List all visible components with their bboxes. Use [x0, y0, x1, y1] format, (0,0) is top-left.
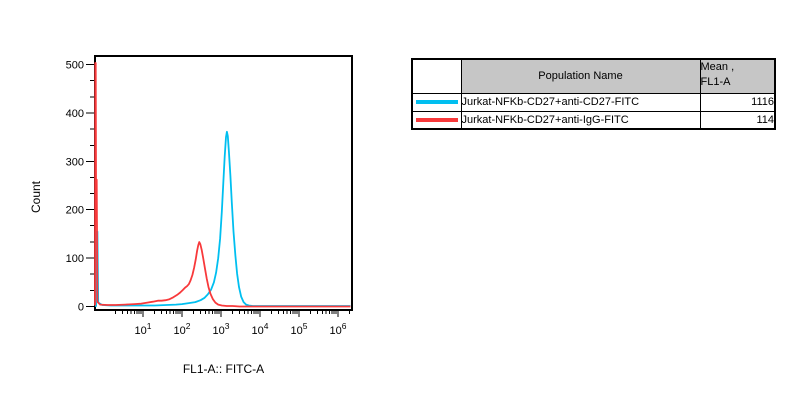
x-tick-label: 105: [290, 321, 307, 337]
swatch-cell: [411, 92, 462, 112]
y-tick-label: 100: [66, 253, 84, 265]
x-tick-label: 102: [173, 321, 190, 337]
y-axis-title: Count: [29, 180, 43, 214]
x-axis-title: FL1-A:: FITC-A: [182, 362, 265, 376]
y-tick-label: 0: [78, 302, 84, 314]
mean-fl1a-header: Mean , FL1-A: [699, 58, 776, 94]
y-tick-label: 300: [66, 156, 84, 168]
mean-value-cell: 114: [699, 110, 776, 130]
swatch-cell: [411, 110, 462, 130]
histogram-chart: 0 100 200 300 400 500 101 102 103 104 105 106: [66, 55, 353, 338]
axis-tick-labels: 0 100 200 300 400 500 101 102 103 104 105 106: [66, 60, 347, 338]
x-tick-label: 101: [134, 321, 151, 337]
series-curves: [94, 62, 351, 308]
series-curve-igg: [94, 62, 351, 308]
series-color-swatch: [416, 100, 458, 104]
population-name-cell: Jurkat-NFKb-CD27+anti-CD27-FITC: [460, 92, 701, 112]
series-curve-cd27: [95, 130, 351, 307]
y-tick-label: 200: [66, 205, 84, 217]
swatch-header-cell: [411, 58, 462, 94]
legend-header-row: Population Name Mean , FL1-A: [411, 58, 776, 94]
mean-value-cell: 1116: [699, 92, 776, 112]
mean-header-line2: FL1-A: [700, 76, 731, 88]
population-name-cell: Jurkat-NFKb-CD27+anti-IgG-FITC: [460, 110, 701, 130]
y-tick-label: 400: [66, 108, 84, 120]
y-tick-label: 500: [66, 60, 84, 72]
series-color-swatch: [416, 117, 458, 122]
x-tick-label: 104: [251, 321, 268, 337]
legend-table[interactable]: Population Name Mean , FL1-A Jurkat-NFKb…: [411, 58, 776, 130]
x-tick-label: 106: [329, 321, 346, 337]
axis-ticks: [86, 64, 351, 317]
table-row[interactable]: Jurkat-NFKb-CD27+anti-IgG-FITC 114: [411, 110, 776, 130]
mean-header-line1: Mean ,: [700, 61, 735, 73]
population-name-header: Population Name: [460, 58, 701, 94]
x-tick-label: 103: [212, 321, 229, 337]
table-row[interactable]: Jurkat-NFKb-CD27+anti-CD27-FITC 1116: [411, 92, 776, 112]
